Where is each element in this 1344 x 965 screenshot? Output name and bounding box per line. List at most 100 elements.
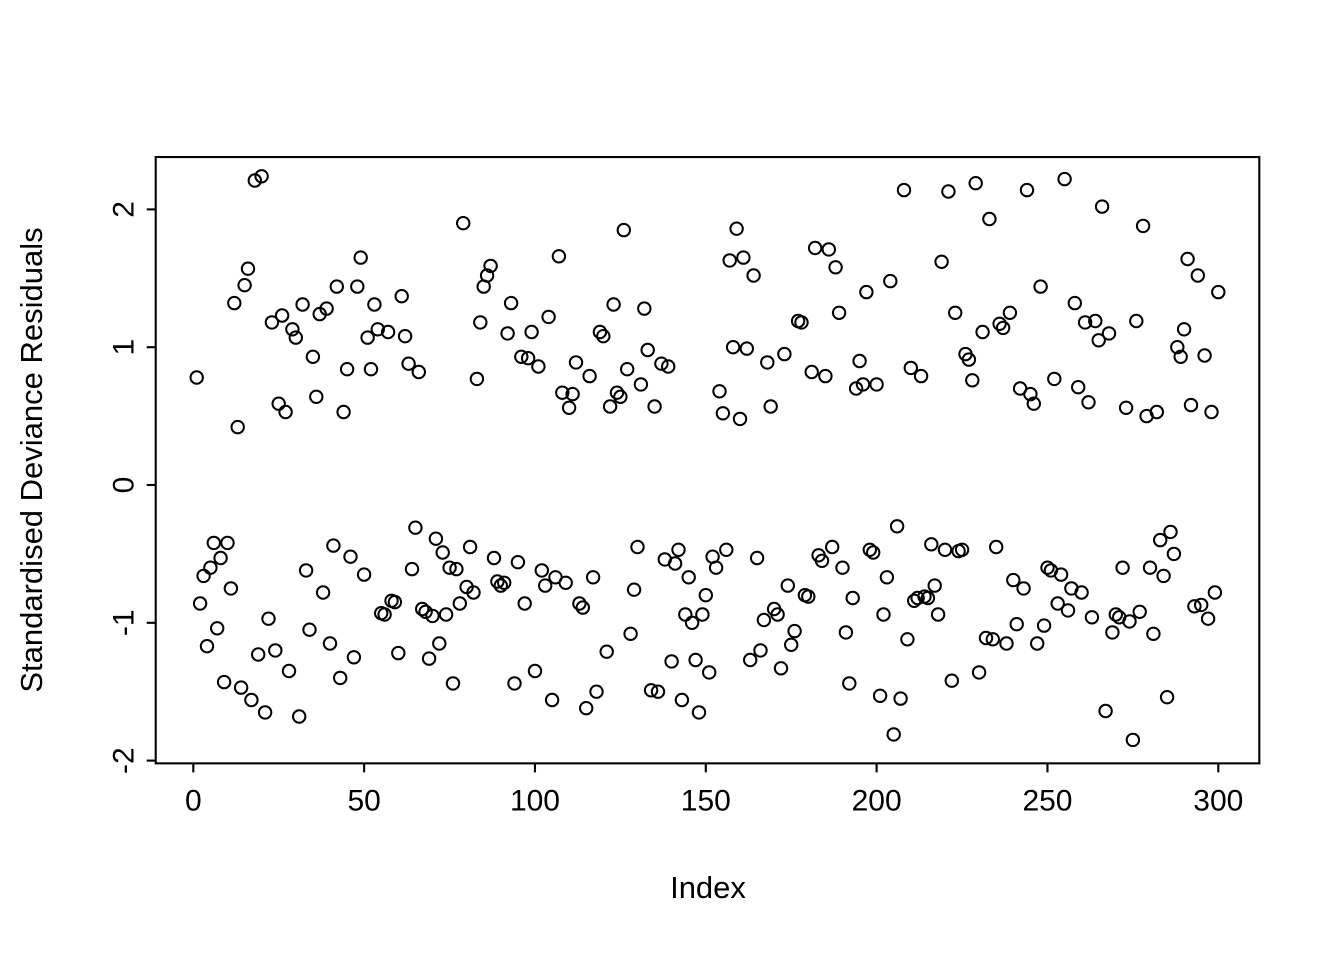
data-point	[965, 373, 980, 388]
data-point	[1071, 380, 1086, 395]
data-point	[913, 368, 929, 384]
data-point	[889, 519, 905, 534]
data-point	[353, 250, 368, 265]
data-point	[770, 607, 785, 622]
data-point	[401, 356, 416, 371]
data-point	[220, 535, 235, 551]
data-point	[356, 567, 372, 582]
data-point	[315, 585, 331, 600]
data-point	[216, 674, 232, 690]
data-point	[261, 611, 276, 626]
data-point	[995, 320, 1011, 336]
data-point	[493, 578, 508, 593]
data-point	[285, 322, 300, 337]
data-point	[1009, 617, 1024, 632]
data-point	[507, 676, 522, 691]
data-point	[271, 396, 286, 411]
data-point	[896, 182, 912, 198]
data-point	[558, 575, 573, 590]
data-point	[784, 637, 799, 652]
data-point	[538, 578, 553, 593]
x-tick-label: 200	[852, 784, 902, 817]
data-point	[855, 377, 871, 392]
data-point	[295, 297, 310, 312]
data-point	[1125, 732, 1141, 748]
data-point	[1166, 546, 1182, 562]
data-point	[585, 570, 601, 585]
data-point	[859, 284, 874, 300]
data-point	[1067, 295, 1083, 311]
data-point	[821, 242, 836, 257]
data-point	[1033, 279, 1048, 294]
data-point	[1084, 610, 1100, 625]
data-point	[520, 351, 536, 366]
data-point	[756, 612, 772, 628]
data-point	[643, 683, 659, 698]
data-point	[633, 377, 649, 392]
data-point	[1077, 315, 1093, 330]
data-point	[763, 399, 778, 414]
data-point	[1026, 396, 1042, 411]
data-point	[637, 301, 652, 316]
data-point	[1023, 386, 1038, 402]
data-point	[1132, 604, 1147, 619]
data-point	[825, 539, 840, 555]
data-point	[1118, 400, 1134, 415]
data-point	[804, 364, 819, 380]
data-point	[230, 419, 245, 435]
data-point	[924, 537, 939, 552]
data-point	[363, 362, 379, 377]
data-point	[380, 324, 396, 340]
data-point	[818, 368, 833, 384]
y-tick-label: 1	[108, 339, 141, 356]
data-point	[787, 623, 802, 639]
data-point	[237, 278, 252, 293]
data-point	[948, 305, 963, 320]
data-point	[490, 574, 505, 589]
data-point	[1159, 690, 1175, 705]
data-point	[667, 556, 683, 571]
data-point	[278, 404, 293, 420]
data-point	[807, 240, 823, 256]
data-point	[350, 279, 365, 294]
data-point	[1057, 171, 1072, 187]
data-point	[592, 324, 608, 340]
x-tick-label: 0	[185, 784, 202, 817]
data-point	[838, 625, 854, 640]
data-point	[544, 692, 560, 708]
data-point	[1135, 218, 1151, 234]
data-point	[626, 582, 642, 597]
data-point	[1098, 703, 1113, 719]
data-point	[517, 596, 532, 611]
data-point	[1211, 284, 1226, 300]
data-point	[1101, 326, 1117, 341]
data-point	[1040, 560, 1055, 575]
data-point	[579, 701, 594, 716]
data-point	[691, 705, 707, 720]
data-point	[1105, 625, 1120, 640]
data-point	[674, 692, 690, 708]
data-point	[486, 550, 502, 566]
data-point	[746, 268, 761, 283]
data-point	[456, 216, 471, 231]
data-point	[954, 542, 970, 557]
x-tick-label: 300	[1193, 784, 1243, 817]
data-point	[971, 665, 987, 680]
data-point	[551, 249, 567, 264]
data-point	[452, 596, 467, 611]
data-point	[1006, 572, 1021, 588]
data-point	[483, 258, 498, 274]
data-point	[469, 371, 485, 387]
data-point	[411, 364, 426, 380]
data-point	[599, 644, 614, 659]
data-point	[596, 329, 611, 344]
data-point	[391, 645, 406, 661]
data-point	[903, 360, 918, 376]
data-point	[1047, 371, 1062, 387]
data-point	[1197, 348, 1212, 363]
data-point	[999, 636, 1014, 651]
data-point	[233, 680, 249, 695]
data-point	[743, 652, 758, 668]
data-point	[1129, 313, 1144, 329]
